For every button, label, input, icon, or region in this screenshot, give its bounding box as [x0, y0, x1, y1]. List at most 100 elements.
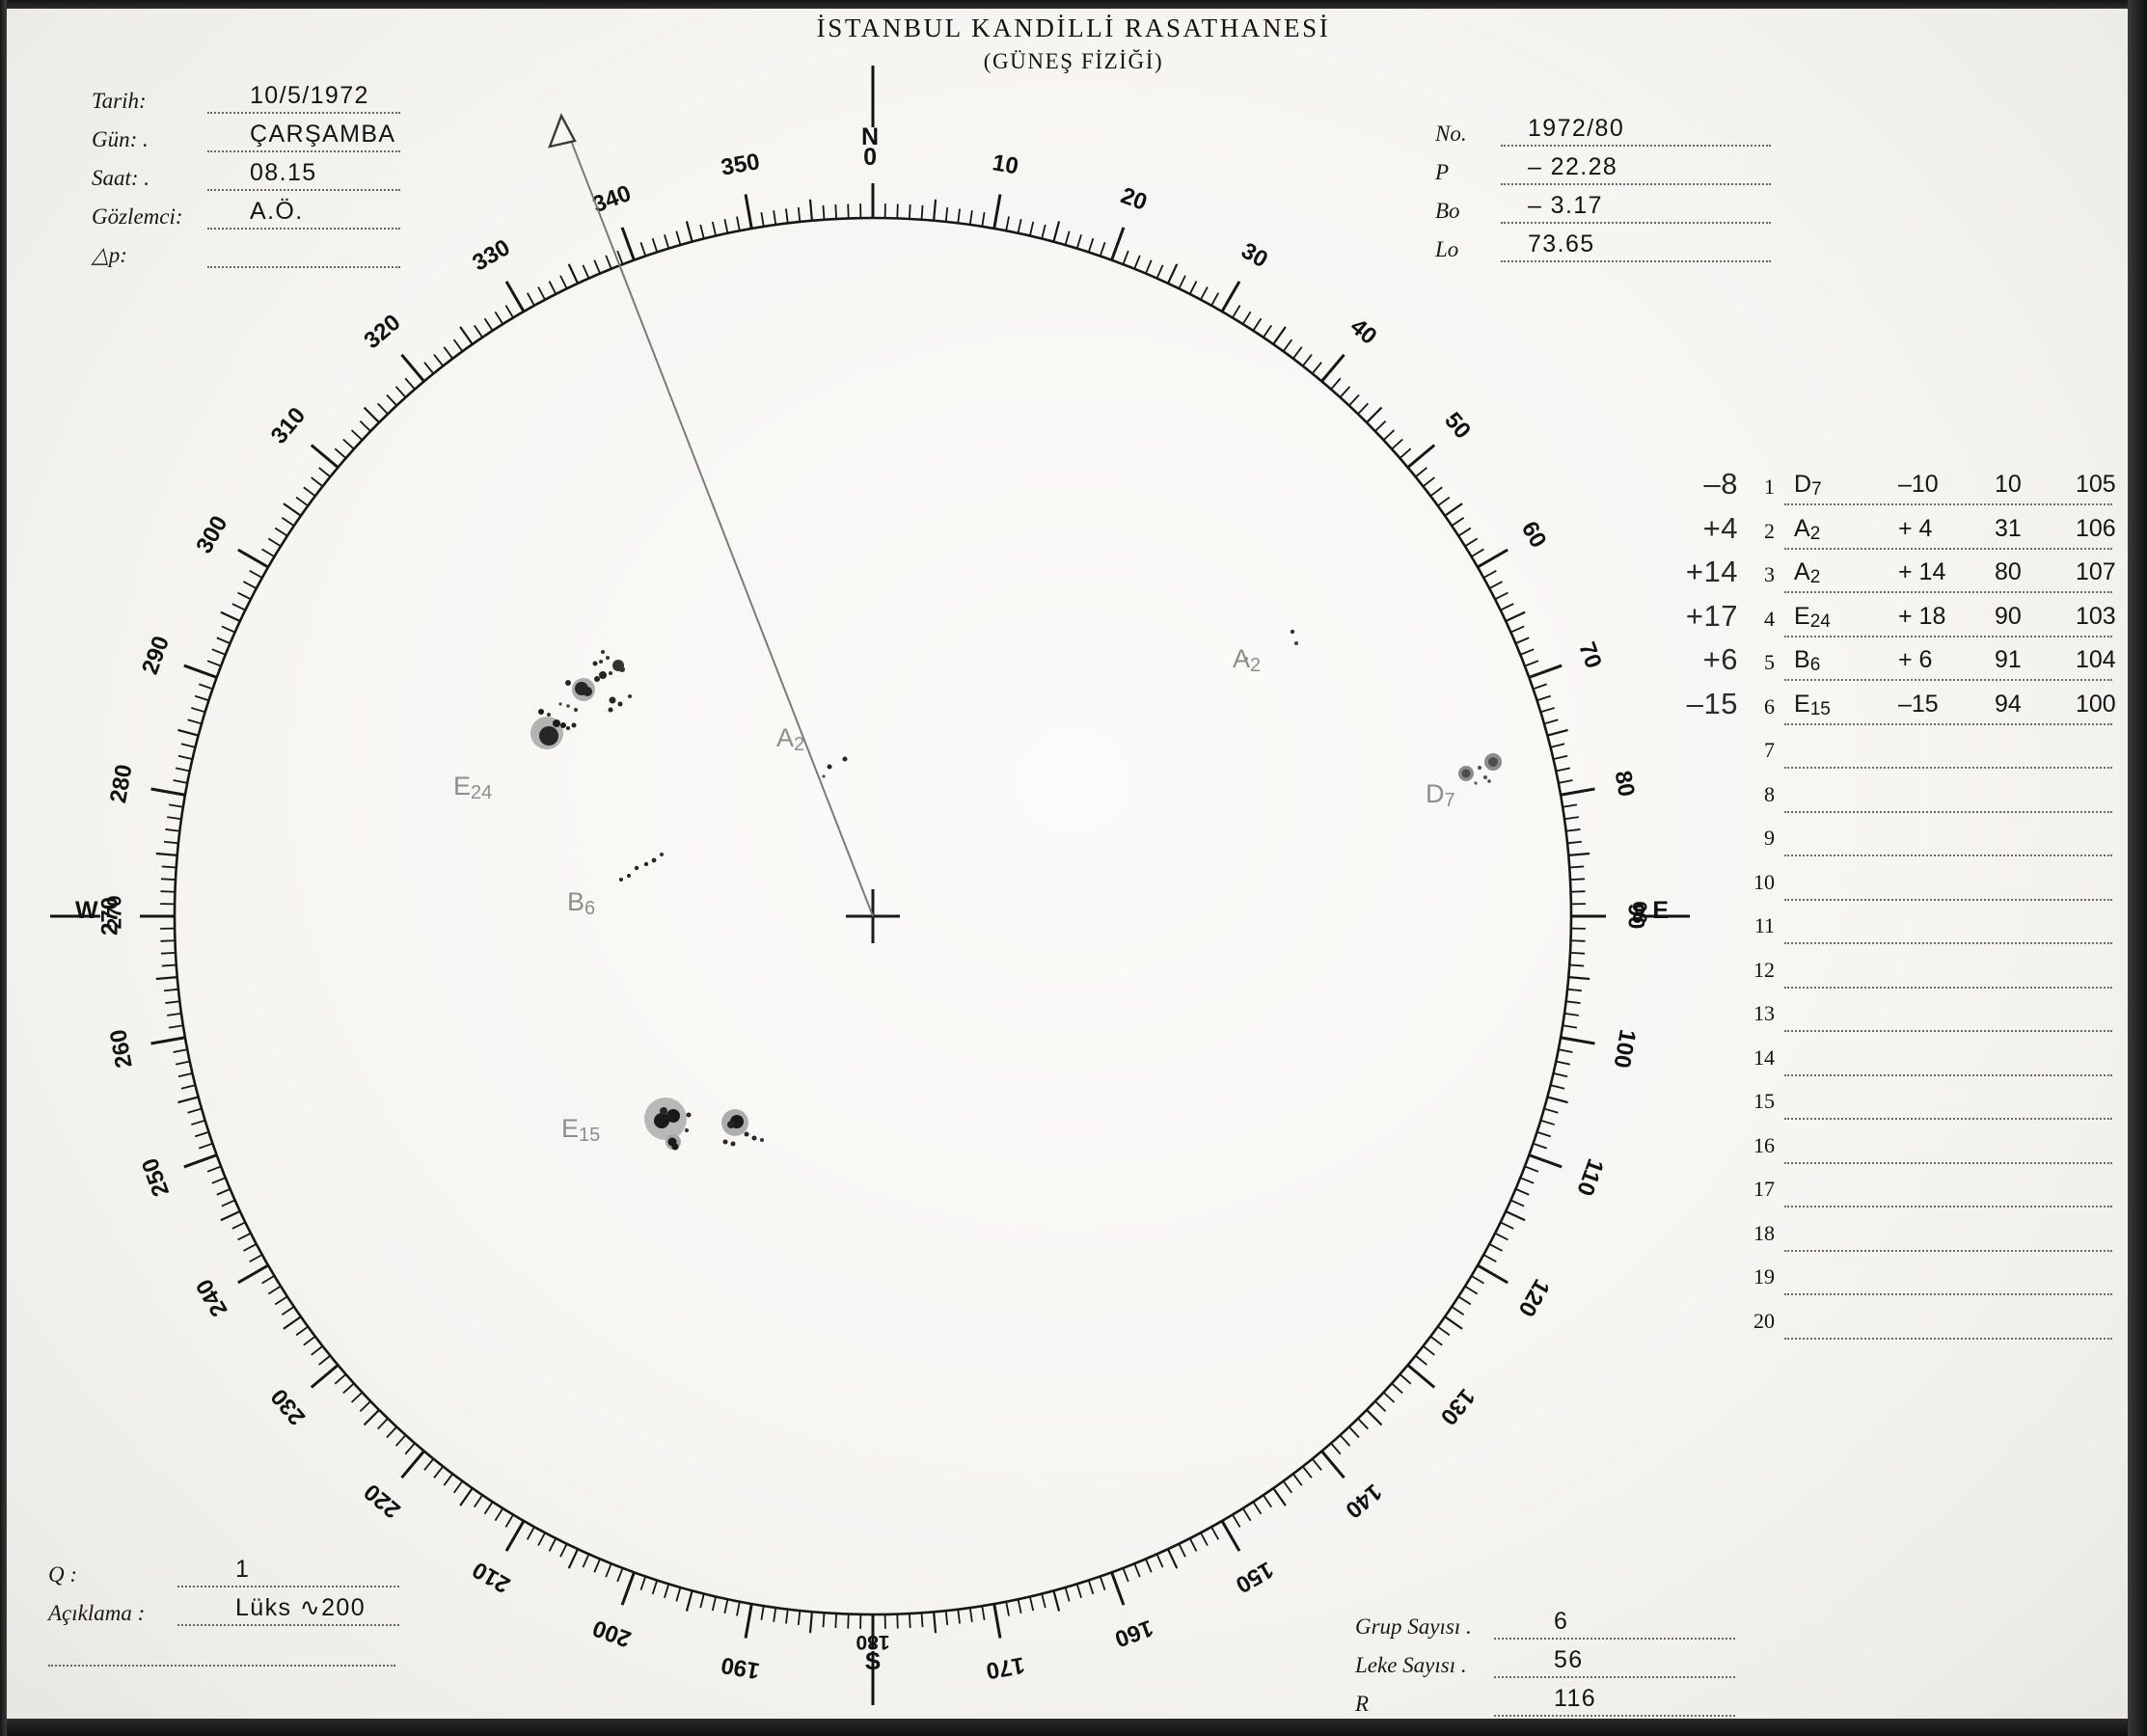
- counts-field-leke-sayisi[interactable]: 56: [1494, 1646, 1735, 1678]
- table-row[interactable]: 7: [1659, 734, 2112, 778]
- solar-param-value-lo: 73.65: [1528, 231, 1595, 258]
- row-6-index: 6: [1764, 693, 1775, 719]
- table-row[interactable]: 12: [1659, 954, 2112, 998]
- scan-edge-top: [0, 0, 2147, 9]
- row-8-index: 8: [1764, 781, 1775, 806]
- quality-label-aciklama: Açıklama :: [48, 1601, 146, 1625]
- table-row[interactable]: 14: [1659, 1042, 2112, 1086]
- quality-and-notes-form: Q : 1 Açıklama : Lüks ∿200: [48, 1549, 405, 1626]
- table-row[interactable]: +6 5 B6 + 6 91 104: [1659, 642, 2116, 691]
- row-4-dotted-line[interactable]: [1784, 635, 2112, 637]
- counts-field-k-value[interactable]: [1494, 1728, 1735, 1736]
- table-row[interactable]: 17: [1659, 1173, 2112, 1217]
- table-row[interactable]: 9: [1659, 822, 2112, 866]
- row-6-longitude: 94: [1995, 690, 2022, 718]
- row-20-index: 20: [1753, 1308, 1775, 1333]
- row-3-group-class: A2: [1794, 558, 1820, 588]
- solar-param-field-bo[interactable]: – 3.17: [1501, 192, 1771, 224]
- quality-row-q: Q : 1: [48, 1549, 405, 1587]
- row-19-index: 19: [1753, 1264, 1775, 1288]
- table-row[interactable]: –15 6 E15 –15 94 100: [1659, 687, 2116, 735]
- counts-value-leke-sayisi: 56: [1554, 1646, 1584, 1673]
- counts-label-r-value: R: [1355, 1692, 1370, 1716]
- row-3-dotted-line[interactable]: [1784, 591, 2112, 593]
- row-17-dotted-line[interactable]: [1784, 1206, 2112, 1207]
- table-row[interactable]: 20: [1659, 1305, 2112, 1349]
- metadata-field-delta-p[interactable]: [207, 241, 400, 268]
- table-row[interactable]: 15: [1659, 1085, 2112, 1129]
- solar-param-label-bo: Bo: [1435, 199, 1460, 223]
- sunspot-group-table: –8 1 D7 –10 10 105 +4 2 A2 + 4 31 106 +14 3 A2 + 14 80 10…: [1659, 467, 2116, 1349]
- page-title: İSTANBUL KANDİLLİ RASATHANESİ (GÜNEŞ FİZ…: [0, 14, 2147, 74]
- row-5-index: 5: [1764, 650, 1775, 674]
- row-2-carrington: 106: [2076, 514, 2116, 542]
- row-20-dotted-line[interactable]: [1784, 1337, 2112, 1340]
- row-14-dotted-line[interactable]: [1784, 1073, 2112, 1076]
- counts-label-grup-sayisi: Grup Sayısı .: [1355, 1614, 1472, 1639]
- counts-field-grup-sayisi[interactable]: 6: [1494, 1608, 1735, 1640]
- row-6-hand-annotation: –15: [1686, 686, 1738, 720]
- row-3-class-count: 2: [1809, 567, 1821, 587]
- metadata-label-date: Tarih:: [92, 89, 147, 113]
- row-5-latitude: + 6: [1898, 646, 1933, 673]
- table-row[interactable]: 18: [1659, 1217, 2112, 1261]
- row-6-latitude: –15: [1898, 690, 1939, 718]
- row-13-dotted-line[interactable]: [1784, 1030, 2112, 1032]
- quality-field-q[interactable]: 1: [177, 1556, 399, 1587]
- metadata-field-observer[interactable]: A.Ö.: [207, 198, 400, 230]
- solar-param-field-no[interactable]: 1972/80: [1501, 115, 1771, 147]
- quality-label-q: Q :: [48, 1562, 78, 1587]
- table-row[interactable]: –8 1 D7 –10 10 105: [1659, 467, 2116, 515]
- row-4-index: 4: [1764, 606, 1775, 631]
- row-11-index: 11: [1753, 913, 1775, 937]
- row-2-longitude: 31: [1995, 514, 2022, 542]
- row-3-latitude: + 14: [1898, 558, 1946, 585]
- quality-field-aciklama[interactable]: Lüks ∿200: [177, 1594, 399, 1626]
- quality-value-q: 1: [235, 1556, 251, 1583]
- row-9-dotted-line[interactable]: [1784, 854, 2112, 856]
- table-row[interactable]: 11: [1659, 909, 2112, 954]
- table-row[interactable]: +4 2 A2 + 4 31 106: [1659, 511, 2116, 559]
- table-row[interactable]: 13: [1659, 997, 2112, 1042]
- solar-param-field-lo[interactable]: 73.65: [1501, 231, 1771, 262]
- quality-value-aciklama: Lüks ∿200: [235, 1594, 367, 1621]
- row-6-dotted-line[interactable]: [1784, 722, 2112, 725]
- row-14-index: 14: [1753, 1044, 1775, 1070]
- table-row[interactable]: 10: [1659, 866, 2112, 910]
- row-12-dotted-line[interactable]: [1784, 986, 2112, 989]
- table-row[interactable]: 16: [1659, 1129, 2112, 1174]
- metadata-field-date[interactable]: 10/5/1972: [207, 82, 400, 114]
- table-row[interactable]: 8: [1659, 778, 2112, 823]
- row-15-dotted-line[interactable]: [1784, 1118, 2112, 1120]
- metadata-field-day[interactable]: ÇARŞAMBA: [207, 121, 400, 152]
- metadata-field-time[interactable]: 08.15: [207, 159, 400, 191]
- row-1-latitude: –10: [1898, 471, 1939, 498]
- row-2-dotted-line[interactable]: [1784, 547, 2112, 550]
- quality-row-aciklama: Açıklama : Lüks ∿200: [48, 1587, 405, 1626]
- row-17-index: 17: [1753, 1177, 1775, 1201]
- metadata-row-observer: Gözlemci: A.Ö.: [92, 191, 400, 230]
- row-7-dotted-line[interactable]: [1784, 767, 2112, 769]
- row-18-dotted-line[interactable]: [1784, 1249, 2112, 1252]
- row-1-dotted-line[interactable]: [1784, 503, 2112, 505]
- counts-field-r-value[interactable]: 116: [1494, 1685, 1735, 1717]
- metadata-value-observer: A.Ö.: [250, 198, 304, 225]
- table-row[interactable]: +17 4 E24 + 18 90 103: [1659, 599, 2116, 647]
- row-6-group-class: E15: [1794, 691, 1831, 720]
- notes-extra-line: [48, 1665, 395, 1667]
- table-row[interactable]: +14 3 A2 + 14 80 107: [1659, 555, 2116, 603]
- solar-param-field-p[interactable]: – 22.28: [1501, 153, 1771, 185]
- row-10-dotted-line[interactable]: [1784, 898, 2112, 901]
- table-row[interactable]: 19: [1659, 1261, 2112, 1305]
- solar-param-label-p: P: [1435, 160, 1450, 184]
- metadata-row-delta-p: △p:: [92, 230, 400, 268]
- row-1-class-count: 7: [1811, 479, 1822, 500]
- row-8-dotted-line[interactable]: [1784, 810, 2112, 813]
- row-19-dotted-line[interactable]: [1784, 1293, 2112, 1295]
- row-2-class-letter: A: [1794, 514, 1810, 542]
- row-11-dotted-line[interactable]: [1784, 942, 2112, 944]
- row-3-index: 3: [1764, 562, 1775, 586]
- row-16-dotted-line[interactable]: [1784, 1161, 2112, 1164]
- row-2-class-count: 2: [1809, 523, 1821, 544]
- row-5-dotted-line[interactable]: [1784, 679, 2112, 681]
